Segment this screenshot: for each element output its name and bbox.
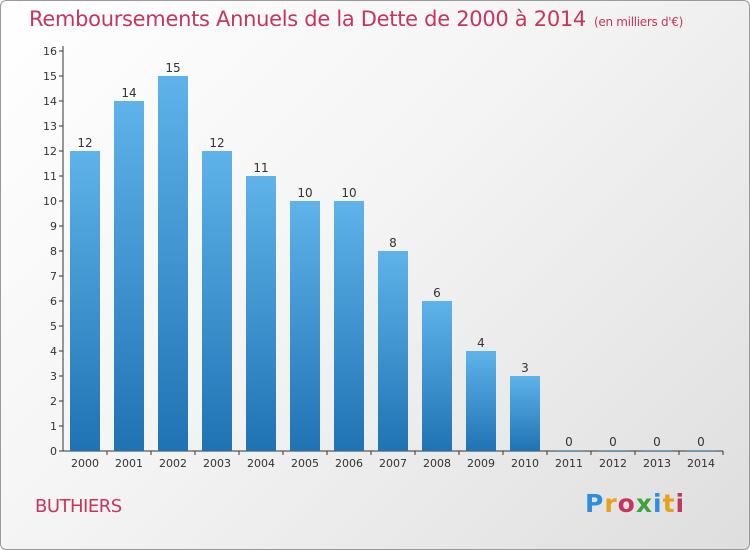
- y-tick-label: 2: [50, 395, 57, 408]
- bar-2009: [466, 351, 496, 451]
- data-label-2006: 10: [341, 186, 356, 200]
- x-tick-label: 2013: [643, 457, 671, 470]
- x-axis: 2000 2001 2002 2003 2004 2005 2006 2007 2008 2009…: [63, 450, 724, 470]
- logo-letter: o: [617, 489, 636, 518]
- bar-2014: [686, 450, 716, 451]
- y-tick-label: 0: [50, 445, 57, 458]
- data-label-2005: 10: [297, 186, 312, 200]
- logo-letter: t: [662, 489, 676, 518]
- data-label-2001: 14: [121, 86, 136, 100]
- x-tick-label: 2012: [599, 457, 627, 470]
- bar-2008: [422, 301, 452, 451]
- y-tick-label: 8: [50, 245, 57, 258]
- logo-letter: r: [604, 489, 618, 518]
- y-tick-label: 5: [50, 320, 57, 333]
- y-tick-label: 12: [43, 145, 57, 158]
- y-tick-label: 1: [50, 420, 57, 433]
- bar-2011: [554, 450, 584, 451]
- bar-2000: [70, 151, 100, 451]
- x-tick-label: 2001: [115, 457, 143, 470]
- y-tick-label: 10: [43, 195, 57, 208]
- data-labels: 12 14 15 12 11 10 10 8 6 4 3 0 0 0 0: [77, 61, 704, 449]
- data-label-2007: 8: [389, 236, 397, 250]
- logo-letter: i: [675, 489, 686, 518]
- y-tick-label: 7: [50, 270, 57, 283]
- x-tick-label: 2014: [687, 457, 715, 470]
- data-label-2004: 11: [253, 161, 268, 175]
- chart-subtitle: (en milliers d'€): [594, 15, 684, 29]
- data-label-2000: 12: [77, 136, 92, 150]
- logo-letter: x: [635, 489, 653, 518]
- y-tick-label: 4: [50, 345, 57, 358]
- y-tick-label: 11: [43, 170, 57, 183]
- y-tick-label: 14: [43, 95, 57, 108]
- x-tick-label: 2000: [71, 457, 99, 470]
- bar-2002: [158, 76, 188, 451]
- proxiti-logo: Proxiti: [585, 489, 685, 518]
- data-label-2012: 0: [609, 435, 617, 449]
- data-label-2013: 0: [653, 435, 661, 449]
- x-tick-label: 2009: [467, 457, 495, 470]
- data-label-2011: 0: [565, 435, 573, 449]
- commune-name: BUTHIERS: [35, 496, 122, 517]
- data-label-2009: 4: [477, 336, 485, 350]
- y-tick-label: 6: [50, 295, 57, 308]
- x-tick-label: 2011: [555, 457, 583, 470]
- y-tick-label: 16: [43, 45, 57, 58]
- chart-title: Remboursements Annuels de la Dette de 20…: [29, 7, 683, 31]
- data-label-2008: 6: [433, 286, 441, 300]
- x-tick-label: 2003: [203, 457, 231, 470]
- bar-2010: [510, 376, 540, 451]
- bar-2001: [114, 101, 144, 451]
- x-tick-label: 2004: [247, 457, 275, 470]
- y-tick-label: 15: [43, 70, 57, 83]
- chart-title-text: Remboursements Annuels de la Dette de 20…: [29, 7, 586, 31]
- y-tick-label: 13: [43, 120, 57, 133]
- data-label-2003: 12: [209, 136, 224, 150]
- bar-2013: [642, 450, 672, 451]
- x-tick-label: 2002: [159, 457, 187, 470]
- x-tick-label: 2007: [379, 457, 407, 470]
- logo-letter: i: [653, 489, 663, 518]
- x-tick-label: 2008: [423, 457, 451, 470]
- logo-letter: P: [585, 489, 605, 518]
- bar-2005: [290, 201, 320, 451]
- bar-2007: [378, 251, 408, 451]
- data-label-2010: 3: [521, 361, 529, 375]
- x-tick-label: 2006: [335, 457, 363, 470]
- bar-2003: [202, 151, 232, 451]
- y-tick-label: 3: [50, 370, 57, 383]
- data-label-2014: 0: [697, 435, 705, 449]
- y-tick-label: 9: [50, 220, 57, 233]
- x-tick-label: 2010: [511, 457, 539, 470]
- bar-2012: [598, 450, 628, 451]
- bar-2006: [334, 201, 364, 451]
- bar-2004: [246, 176, 276, 451]
- x-tick-label: 2005: [291, 457, 319, 470]
- data-label-2002: 15: [165, 61, 180, 75]
- bars: [70, 76, 716, 451]
